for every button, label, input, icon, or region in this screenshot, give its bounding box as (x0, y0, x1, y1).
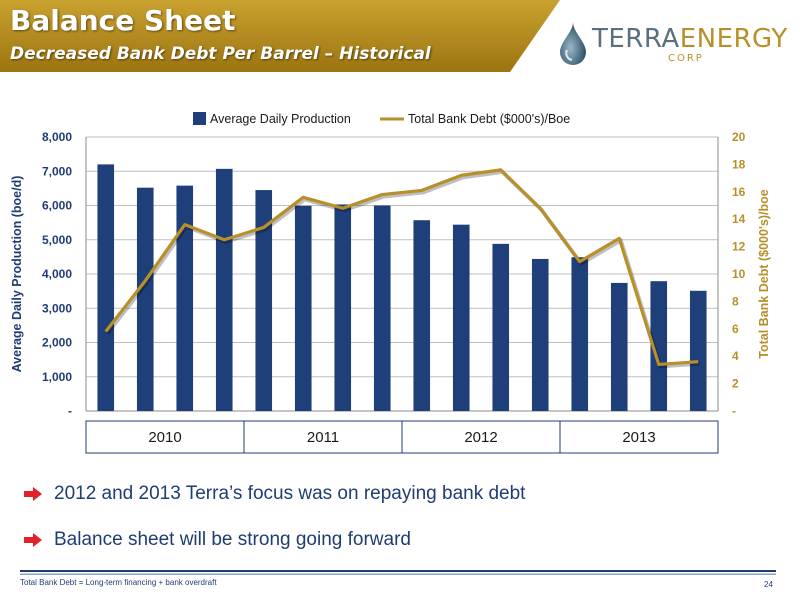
y-tick-label: 3,000 (42, 301, 72, 315)
y-tick-label: 5,000 (42, 233, 72, 247)
year-label: 2012 (464, 429, 497, 446)
y-tick-label: 6,000 (42, 199, 72, 213)
y2-tick-label: 8 (732, 294, 739, 308)
bar (531, 258, 549, 411)
bar (413, 220, 431, 411)
y2-tick-label: 6 (732, 322, 739, 336)
y2-tick-label: 14 (732, 212, 746, 226)
bullet-list: 2012 and 2013 Terra’s focus was on repay… (24, 482, 525, 574)
page-number: 24 (764, 580, 773, 589)
production-debt-chart: - 1,000 2,000 3,000 4,000 5,000 6,000 7,000 8,00… (10, 112, 771, 454)
y-tick-label: 2,000 (42, 336, 72, 350)
company-logo: TERRAENERGY CORP (556, 20, 792, 70)
legend-swatch-bar (193, 112, 206, 125)
bullet-item: 2012 and 2013 Terra’s focus was on repay… (24, 482, 525, 506)
y-tick-label: 1,000 (42, 370, 72, 384)
y2-tick-label: - (732, 404, 736, 418)
footnote: Total Bank Debt = Long-term financing + … (20, 578, 217, 587)
bar (334, 204, 352, 411)
bar (294, 205, 312, 411)
legend-label: Total Bank Debt ($000's)/Boe (408, 112, 570, 126)
bullet-text: 2012 and 2013 Terra’s focus was on repay… (54, 483, 526, 504)
logo-text-terra: TERRA (592, 24, 680, 54)
arrow-right-icon (24, 487, 42, 501)
y2-tick-label: 16 (732, 185, 746, 199)
y2-tick-label: 12 (732, 240, 746, 254)
y2-tick-label: 4 (732, 349, 739, 363)
y-tick-label: 4,000 (42, 267, 72, 281)
bar (255, 190, 273, 411)
water-drop-icon (560, 22, 586, 65)
arrow-right-icon (24, 533, 42, 547)
year-label: 2010 (148, 429, 181, 446)
y2-axis-title: Total Bank Debt ($000's)/boe (757, 189, 771, 358)
year-box (243, 420, 403, 454)
y2-tick-label: 2 (732, 377, 739, 391)
y2-tick-label: 10 (732, 267, 746, 281)
footer-rule (20, 570, 776, 575)
bullet-item: Balance sheet will be strong going forwa… (24, 528, 525, 552)
series-line (104, 168, 699, 367)
bar (136, 187, 154, 411)
logo-text-energy: ENERGY (679, 24, 788, 54)
year-label: 2013 (622, 429, 655, 446)
y-tick-label: 7,000 (42, 164, 72, 178)
bar (97, 164, 115, 411)
series-line-shadow (105, 169, 700, 369)
year-label: 2011 (307, 429, 339, 446)
year-box (559, 420, 719, 454)
bar (689, 290, 707, 411)
page-title: Balance Sheet (10, 4, 236, 37)
bar (571, 257, 589, 411)
legend-label: Average Daily Production (210, 112, 351, 126)
bar (215, 168, 233, 411)
bullet-text: Balance sheet will be strong going forwa… (54, 529, 411, 550)
y-tick-label: 8,000 (42, 130, 72, 144)
bar (650, 281, 668, 411)
bar (610, 282, 628, 411)
y-tick-label: - (68, 404, 72, 418)
title-band (0, 0, 560, 72)
bar (492, 243, 510, 411)
year-box (401, 420, 561, 454)
y2-tick-label: 18 (732, 157, 746, 171)
page-subtitle: Decreased Bank Debt Per Barrel – Histori… (10, 44, 431, 64)
y-axis-title: Average Daily Production (boe/d) (10, 176, 24, 373)
logo-text-corp: CORP (668, 53, 704, 64)
bar (176, 185, 194, 411)
bar (452, 224, 470, 411)
y2-tick-label: 20 (732, 130, 746, 144)
bar (373, 205, 391, 411)
